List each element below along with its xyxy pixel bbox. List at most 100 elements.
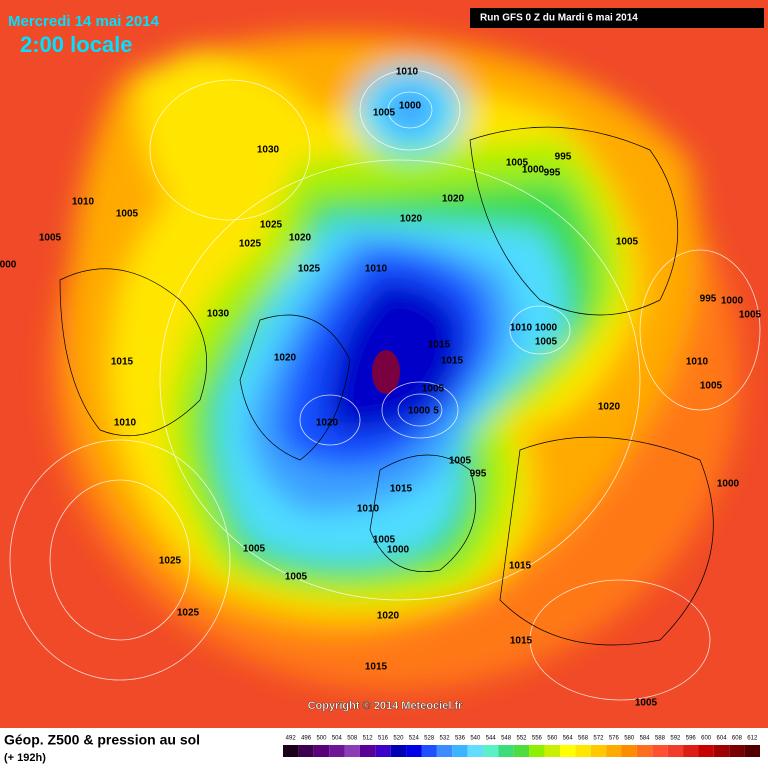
colorbar-label: 588 <box>655 736 666 742</box>
isobar-label: 1010 <box>396 67 419 78</box>
colorbar-label: 552 <box>516 736 527 742</box>
isobar-label: 1010 <box>114 418 137 429</box>
isobar-label: 1015 <box>510 636 533 647</box>
isobar-label: 1000 <box>522 165 545 176</box>
isobar-label: 1025 <box>260 220 283 231</box>
isobar-label: 1020 <box>377 611 400 622</box>
isobar-label: 1005 <box>739 310 762 321</box>
colorbar-label: 600 <box>701 736 712 742</box>
colorbar-cell <box>452 745 468 757</box>
isobar-label: 1005 <box>39 233 62 244</box>
isobar-label: 1010 <box>510 323 533 334</box>
forecast-time: 2:00 locale <box>20 32 133 57</box>
isobar-labels: 1010100010051030101010051005000102510251… <box>0 67 762 709</box>
run-box <box>470 8 764 28</box>
colorbar-cell <box>421 745 437 757</box>
isobar-label: 1005 <box>535 337 558 348</box>
isobar-label: 1030 <box>207 309 230 320</box>
coastlines <box>59 126 714 646</box>
colorbar-cell <box>283 745 299 757</box>
isobar-label: 1000 <box>717 479 740 490</box>
colorbar-cell <box>298 745 314 757</box>
colorbar-label: 564 <box>563 736 574 742</box>
isobar-label: 1005 <box>116 209 139 220</box>
isobar-label: 1005 <box>243 544 266 555</box>
isobar-label: 1010 <box>365 264 388 275</box>
colorbar-cell <box>513 745 530 757</box>
isobar-label: 1000 <box>535 323 558 334</box>
colorbar-cell <box>359 745 376 757</box>
isobar-label: 1020 <box>289 233 312 244</box>
colorbar-cell <box>698 745 714 757</box>
colorbar-label: 536 <box>455 736 466 742</box>
colorbar-cell <box>667 745 684 757</box>
isobar-label: 1015 <box>111 357 134 368</box>
colorbar: 492 496 500 504 508 512 516 520 524 528 532 536 540 5… <box>283 736 760 757</box>
colorbar-cell <box>544 745 560 757</box>
legend-subtitle: (+ 192h) <box>4 752 46 764</box>
legend-title: Géop. Z500 & pression au sol <box>4 732 200 748</box>
isobar-label: 1010 <box>357 504 380 515</box>
colorbar-cell <box>406 745 422 757</box>
colorbar-cell <box>529 745 545 757</box>
isobar-label: 1020 <box>316 418 339 429</box>
isobar-label: 1015 <box>428 340 451 351</box>
colorbar-label: 576 <box>609 736 620 742</box>
isobar-label: 995 <box>544 168 561 179</box>
isobar-label: 1015 <box>441 356 464 367</box>
colorbar-cell <box>483 745 499 757</box>
isobar-label: 1000 <box>387 545 410 556</box>
colorbar-label: 548 <box>501 736 512 742</box>
colorbar-label: 500 <box>316 736 327 742</box>
colorbar-label: 528 <box>424 736 435 742</box>
colorbar-cell <box>590 745 607 757</box>
isobar-label: 1005 <box>449 456 472 467</box>
isobar-label: 1020 <box>598 402 621 413</box>
colorbar-cell <box>713 745 730 757</box>
isobar-label: 1015 <box>390 484 413 495</box>
isobar-label: 1005 <box>616 237 639 248</box>
colorbar-label: 512 <box>363 736 374 742</box>
colorbar-cell <box>375 745 391 757</box>
colorbar-label: 604 <box>717 736 728 742</box>
isobar-label: 1000 <box>721 296 744 307</box>
colorbar-label: 520 <box>393 736 404 742</box>
colorbar-label: 596 <box>686 736 697 742</box>
isobar-label: 1015 <box>365 662 388 673</box>
isobar-label: 1005 <box>422 384 445 395</box>
colorbar-label: 508 <box>347 736 358 742</box>
isobar-label: 1010 <box>72 197 95 208</box>
colorbar-label: 560 <box>547 736 558 742</box>
colorbar-label: 592 <box>670 736 681 742</box>
colorbar-cell <box>390 745 407 757</box>
colorbar-cell <box>729 745 745 757</box>
colorbar-label: 584 <box>640 736 651 742</box>
isobar-label: 1020 <box>274 353 297 364</box>
colorbar-label: 580 <box>624 736 635 742</box>
isobars <box>9 69 761 701</box>
isobar-label: 1020 <box>442 194 465 205</box>
isobar-label: 1025 <box>159 556 182 567</box>
isobar-label: 1025 <box>177 608 200 619</box>
isobar-label: 1000 <box>399 101 422 112</box>
colorbar-cell <box>436 745 453 757</box>
colorbar-cell <box>329 745 345 757</box>
isobar-label: 1005 <box>506 158 529 169</box>
isobar-label: 995 <box>470 469 487 480</box>
colorbar-label: 504 <box>332 736 343 742</box>
isobar-label: 1005 <box>373 108 396 119</box>
colorbar-label: 608 <box>732 736 743 742</box>
isobar-label: 995 <box>555 152 572 163</box>
colorbar-label: 492 <box>286 736 297 742</box>
isobar-label: 1005 <box>700 381 723 392</box>
low-core <box>372 350 400 394</box>
isobar-label: 1025 <box>298 264 321 275</box>
isobar-label: 000 <box>0 260 17 271</box>
colorbar-label: 572 <box>593 736 604 742</box>
colorbar-cell <box>621 745 637 757</box>
isobar-label: 1005 <box>635 698 658 709</box>
forecast-date: Mercredi 14 mai 2014 <box>8 13 160 30</box>
colorbar-cell <box>344 745 360 757</box>
colorbar-label: 516 <box>378 736 389 742</box>
